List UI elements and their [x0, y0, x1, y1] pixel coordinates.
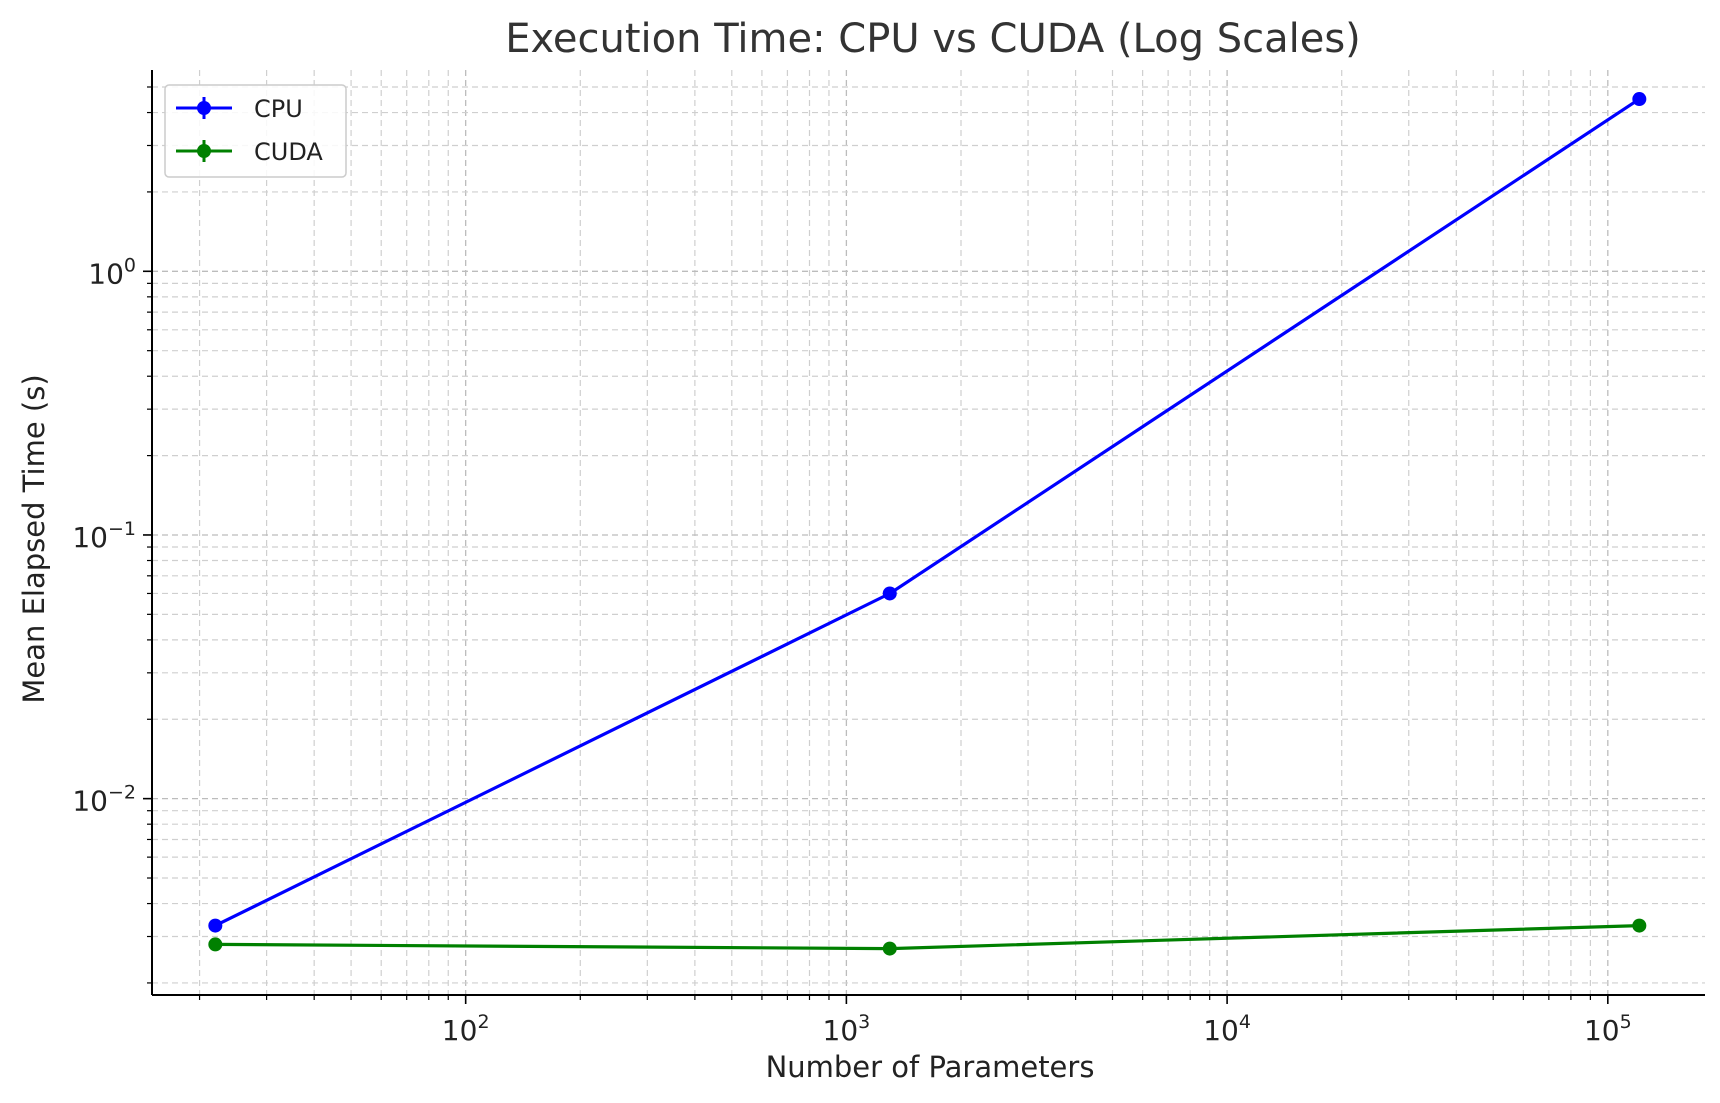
data-point-cpu: [1632, 92, 1647, 107]
legend-entry-cuda: CUDA: [176, 138, 323, 166]
x-tick-exponent: 4: [1239, 1011, 1251, 1033]
legend-label-cpu: CPU: [254, 95, 303, 123]
series-layer: [208, 92, 1647, 956]
chart-title: Execution Time: CPU vs CUDA (Log Scales): [505, 16, 1361, 62]
y-tick-exponent: 0: [124, 254, 136, 276]
y-tick-label: 10−2: [72, 782, 136, 818]
y-tick-base: 10: [88, 257, 124, 290]
data-point-cpu: [882, 586, 897, 601]
x-tick-base: 10: [442, 1014, 478, 1047]
x-tick-base: 10: [823, 1014, 859, 1047]
x-axis-label: Number of Parameters: [766, 1050, 1095, 1084]
y-tick-exponent: −2: [108, 782, 136, 804]
x-tick-exponent: 2: [477, 1011, 489, 1033]
legend: CPU CUDA: [164, 84, 347, 178]
y-tick-base: 10: [72, 521, 108, 554]
x-tick-exponent: 3: [858, 1011, 870, 1033]
x-tick-label: 103: [823, 1011, 871, 1047]
data-point-cuda: [1632, 918, 1647, 933]
y-tick-base: 10: [72, 785, 108, 818]
x-tick-label: 105: [1584, 1011, 1632, 1047]
data-point-cpu: [208, 918, 223, 933]
legend-entry-cpu: CPU: [176, 95, 303, 123]
y-tick-label: 100: [88, 254, 136, 290]
y-tick-exponent: −1: [108, 518, 136, 540]
x-tick-label: 102: [442, 1011, 490, 1047]
x-tick-label: 104: [1203, 1011, 1251, 1047]
legend-marker-cpu: [197, 101, 211, 115]
y-axis-label: Mean Elapsed Time (s): [17, 374, 51, 703]
x-tick-exponent: 5: [1620, 1011, 1632, 1033]
legend-marker-cuda: [197, 144, 211, 158]
legend-label-cuda: CUDA: [254, 138, 323, 166]
x-tick-base: 10: [1203, 1014, 1239, 1047]
x-tick-base: 10: [1584, 1014, 1620, 1047]
y-tick-label: 10−1: [72, 518, 136, 554]
data-point-cuda: [208, 937, 223, 952]
grid: [152, 70, 1705, 995]
axes: [151, 70, 1705, 996]
data-point-cuda: [882, 941, 897, 956]
